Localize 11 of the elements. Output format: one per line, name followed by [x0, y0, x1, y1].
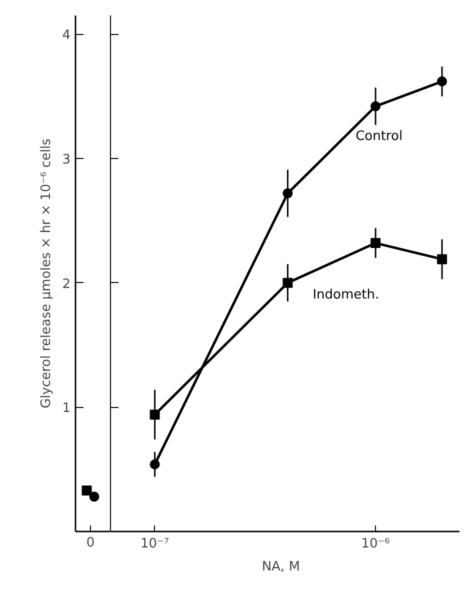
series-label: Indometh.	[312, 287, 380, 302]
y-axis-title: Glycerol release μmoles × hr × 10⁻⁶ cells	[39, 138, 54, 408]
x-tick-label: 10⁻⁶	[361, 536, 390, 552]
x-axis-title: NA, M	[262, 560, 300, 574]
y-tick-label: 2	[62, 276, 71, 292]
x-tick-label: 0	[86, 536, 95, 550]
x-tick-label: 10⁻⁷	[140, 536, 170, 552]
y-tick-label: 1	[62, 401, 71, 416]
series-label: Control	[356, 128, 403, 144]
y-tick-label: 4	[62, 28, 71, 44]
y-tick-label: 3	[62, 152, 71, 168]
